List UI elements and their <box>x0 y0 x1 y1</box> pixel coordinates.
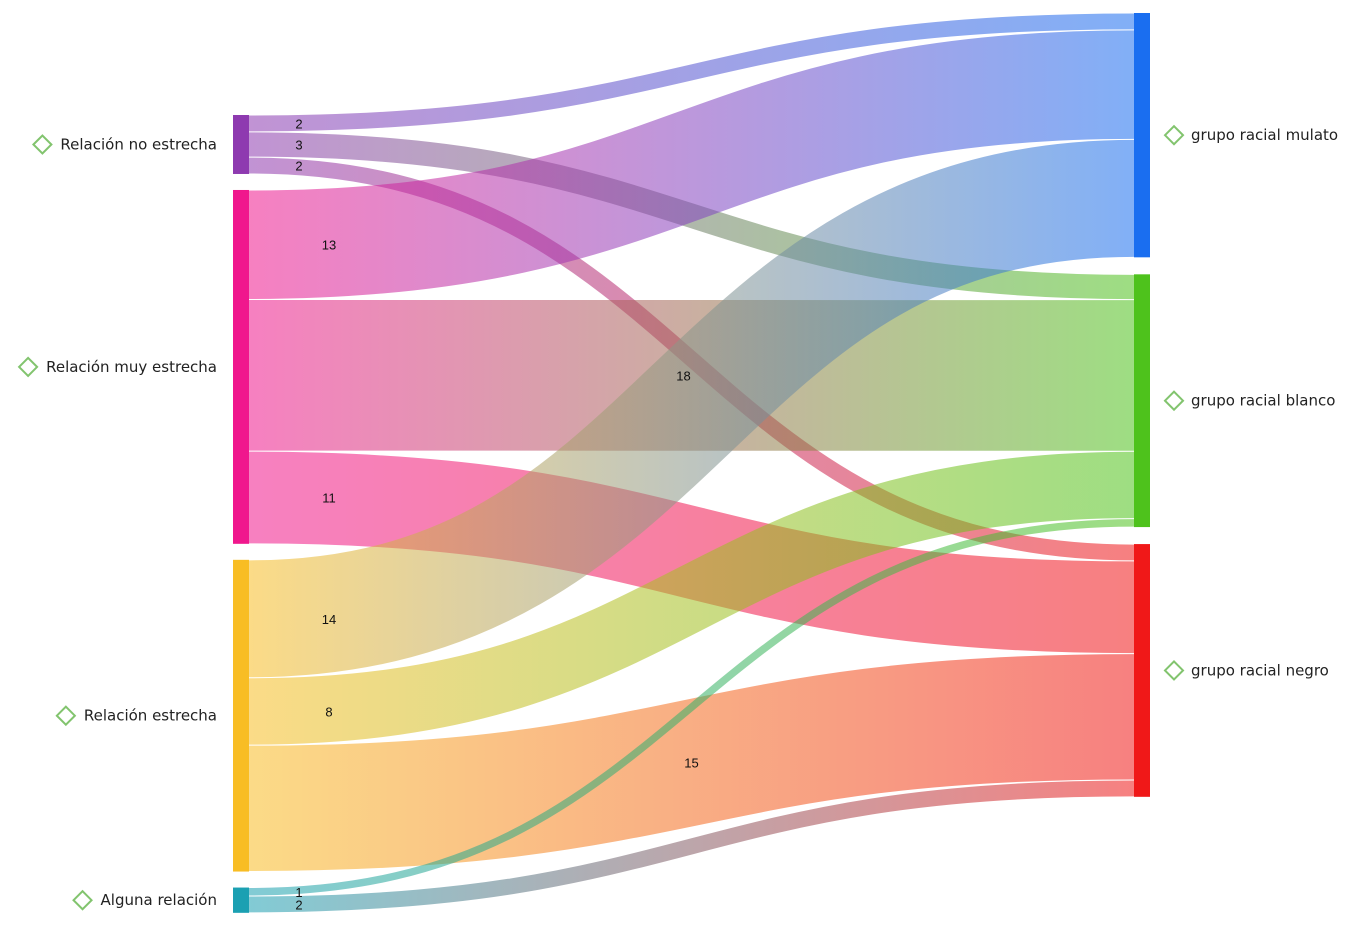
node-negro[interactable] <box>1134 544 1150 797</box>
node-label-no-estrecha: Relación no estrecha <box>60 135 217 153</box>
node-label-muy-estrecha: Relación muy estrecha <box>46 358 217 376</box>
nodes-layer <box>233 13 1150 913</box>
link-estrecha-to-mulato[interactable] <box>248 139 1135 678</box>
link-no-estrecha-to-mulato[interactable] <box>248 13 1135 132</box>
node-label-blanco: grupo racial blanco <box>1191 392 1335 410</box>
link-value-label: 1 <box>295 885 302 900</box>
link-value-label: 13 <box>322 238 336 253</box>
node-no-estrecha[interactable] <box>233 115 249 174</box>
link-value-label: 2 <box>295 116 302 131</box>
node-label-alguna: Alguna relación <box>101 891 217 909</box>
diamond-icon <box>1163 660 1185 681</box>
diamond-icon <box>17 356 39 378</box>
node-muy-estrecha[interactable] <box>233 189 249 544</box>
link-muy-estrecha-to-negro[interactable] <box>248 451 1135 654</box>
link-estrecha-to-negro[interactable] <box>248 654 1135 872</box>
node-label-estrecha: Relación estrecha <box>84 707 217 725</box>
links-layer <box>248 13 1135 913</box>
node-mulato[interactable] <box>1134 13 1150 258</box>
link-value-label: 3 <box>295 137 302 152</box>
diamond-icon <box>1163 124 1185 146</box>
diamond-icon <box>72 889 93 911</box>
link-estrecha-to-blanco[interactable] <box>248 451 1135 745</box>
node-blanco[interactable] <box>1134 274 1150 528</box>
node-label-mulato: grupo racial mulato <box>1191 126 1338 144</box>
diamond-icon <box>31 134 53 155</box>
node-alguna[interactable] <box>233 887 249 913</box>
link-alguna-to-blanco[interactable] <box>248 519 1135 896</box>
node-labels-layer: Relación no estrecha Relación muy estrech… <box>17 124 1338 911</box>
link-value-label: 8 <box>325 704 332 719</box>
diamond-icon <box>1163 390 1185 412</box>
link-value-label: 11 <box>322 490 336 505</box>
link-value-label: 2 <box>295 897 302 912</box>
link-value-label: 2 <box>295 159 302 174</box>
link-value-label: 15 <box>684 756 698 771</box>
node-estrecha[interactable] <box>233 559 249 872</box>
link-muy-estrecha-to-mulato[interactable] <box>248 30 1135 300</box>
diamond-icon <box>55 705 77 727</box>
link-alguna-to-negro[interactable] <box>248 780 1135 913</box>
node-label-negro: grupo racial negro <box>1191 661 1329 679</box>
link-value-label: 14 <box>322 612 336 627</box>
link-value-label: 18 <box>676 368 690 383</box>
